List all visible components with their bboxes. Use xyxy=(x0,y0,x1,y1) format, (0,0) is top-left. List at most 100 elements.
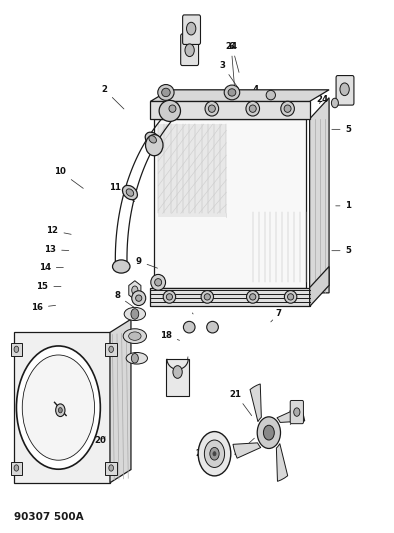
Text: 19: 19 xyxy=(35,410,62,419)
Circle shape xyxy=(132,286,138,294)
Circle shape xyxy=(257,417,281,448)
Ellipse shape xyxy=(124,308,145,320)
Ellipse shape xyxy=(145,132,160,147)
Ellipse shape xyxy=(123,329,147,343)
Text: 1: 1 xyxy=(336,201,351,211)
Polygon shape xyxy=(310,266,329,306)
Ellipse shape xyxy=(249,105,256,112)
Circle shape xyxy=(131,309,139,319)
Circle shape xyxy=(331,98,338,108)
Ellipse shape xyxy=(204,294,210,300)
Circle shape xyxy=(56,404,65,417)
Bar xyxy=(105,462,117,475)
Ellipse shape xyxy=(162,88,170,96)
Text: 21: 21 xyxy=(230,390,252,416)
Bar xyxy=(15,333,110,483)
Ellipse shape xyxy=(149,136,156,143)
Polygon shape xyxy=(166,359,189,395)
Text: 24: 24 xyxy=(225,42,237,91)
Circle shape xyxy=(131,353,138,363)
Ellipse shape xyxy=(207,321,218,333)
Circle shape xyxy=(109,346,113,352)
Text: 10: 10 xyxy=(54,167,83,188)
Ellipse shape xyxy=(163,290,176,303)
Ellipse shape xyxy=(126,352,147,364)
Text: 15: 15 xyxy=(37,282,61,291)
Text: 24: 24 xyxy=(316,95,329,104)
Text: 16: 16 xyxy=(31,303,56,312)
Polygon shape xyxy=(310,98,329,293)
Ellipse shape xyxy=(284,290,297,303)
Text: 4: 4 xyxy=(253,85,262,103)
Ellipse shape xyxy=(123,185,138,200)
Text: 14: 14 xyxy=(39,263,63,272)
Ellipse shape xyxy=(113,260,130,273)
Text: 13: 13 xyxy=(44,245,69,254)
Text: 3: 3 xyxy=(219,61,238,88)
Ellipse shape xyxy=(145,135,163,156)
Text: 6: 6 xyxy=(229,42,239,72)
Polygon shape xyxy=(276,443,288,481)
Ellipse shape xyxy=(155,279,162,286)
Text: 90307 500A: 90307 500A xyxy=(15,512,84,522)
Text: 5: 5 xyxy=(332,125,351,134)
Ellipse shape xyxy=(128,332,141,341)
Text: 20: 20 xyxy=(94,436,106,445)
Polygon shape xyxy=(110,319,131,483)
Bar xyxy=(11,343,22,356)
Ellipse shape xyxy=(224,85,240,100)
Text: 25: 25 xyxy=(196,449,215,458)
Text: 7: 7 xyxy=(271,310,282,322)
Ellipse shape xyxy=(132,291,146,305)
Ellipse shape xyxy=(201,290,214,303)
Ellipse shape xyxy=(208,105,216,112)
Bar xyxy=(154,119,306,288)
Polygon shape xyxy=(151,90,329,101)
Ellipse shape xyxy=(151,274,165,290)
Text: 23: 23 xyxy=(288,410,300,425)
Bar xyxy=(11,462,22,475)
Ellipse shape xyxy=(166,294,173,300)
Polygon shape xyxy=(250,384,261,422)
Circle shape xyxy=(58,408,62,413)
Ellipse shape xyxy=(22,355,95,460)
Circle shape xyxy=(213,451,216,456)
Circle shape xyxy=(204,440,225,467)
Circle shape xyxy=(198,432,231,476)
Ellipse shape xyxy=(250,294,256,300)
Ellipse shape xyxy=(136,295,142,301)
Text: 11: 11 xyxy=(110,183,135,201)
Circle shape xyxy=(264,425,274,440)
Text: 8: 8 xyxy=(114,291,134,307)
Ellipse shape xyxy=(228,89,236,96)
Text: 12: 12 xyxy=(46,226,71,235)
Ellipse shape xyxy=(246,101,260,116)
Circle shape xyxy=(185,44,194,56)
Circle shape xyxy=(340,83,349,95)
Bar xyxy=(105,343,117,356)
Ellipse shape xyxy=(17,346,100,469)
Text: 9: 9 xyxy=(136,257,158,268)
Circle shape xyxy=(14,465,19,471)
FancyBboxPatch shape xyxy=(336,76,354,105)
FancyBboxPatch shape xyxy=(183,15,201,44)
Ellipse shape xyxy=(247,290,259,303)
Ellipse shape xyxy=(158,85,174,100)
FancyBboxPatch shape xyxy=(290,400,303,424)
Bar xyxy=(151,288,310,306)
Circle shape xyxy=(14,346,19,352)
Bar xyxy=(151,101,310,119)
Circle shape xyxy=(294,408,300,416)
Text: 7: 7 xyxy=(182,299,193,314)
Text: 5: 5 xyxy=(332,246,351,255)
Ellipse shape xyxy=(266,90,275,100)
Text: 18: 18 xyxy=(160,330,180,341)
Ellipse shape xyxy=(126,189,134,196)
FancyBboxPatch shape xyxy=(181,34,199,66)
Text: 2: 2 xyxy=(102,85,124,109)
Ellipse shape xyxy=(288,294,294,300)
Ellipse shape xyxy=(284,105,291,112)
Ellipse shape xyxy=(165,101,179,116)
Polygon shape xyxy=(233,443,261,458)
Ellipse shape xyxy=(159,100,180,122)
